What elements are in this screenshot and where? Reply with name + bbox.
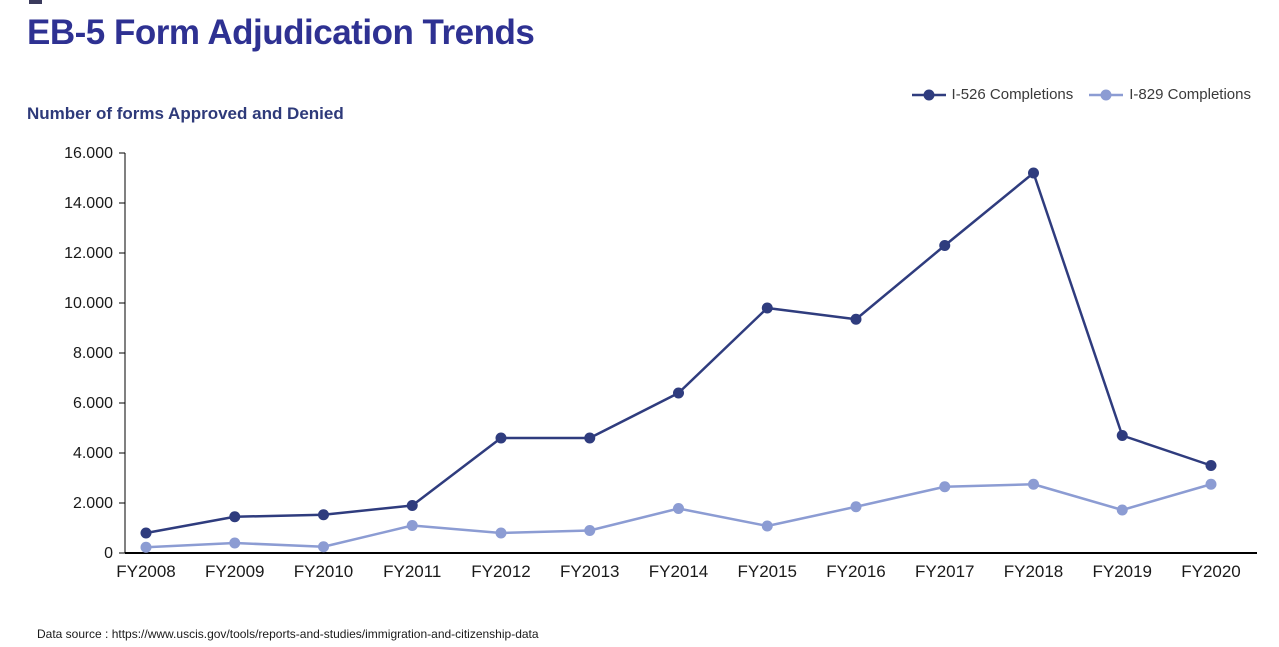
x-tick-label: FY2009 bbox=[205, 562, 265, 581]
data-point-i-526 bbox=[140, 527, 152, 539]
legend-label: I-526 Completions bbox=[951, 86, 1074, 103]
y-tick-label: 16.000 bbox=[64, 145, 113, 162]
data-point-i-526 bbox=[495, 432, 507, 444]
data-point-i-829 bbox=[584, 525, 596, 536]
data-point-i-829 bbox=[1205, 478, 1217, 490]
legend-item-2: I-829 Completions bbox=[1089, 86, 1251, 103]
data-point-i-526 bbox=[673, 387, 684, 399]
x-tick-label: FY2020 bbox=[1181, 562, 1241, 581]
x-tick-label: FY2017 bbox=[915, 562, 975, 581]
data-point-i-526 bbox=[1028, 167, 1039, 179]
data-point-i-829 bbox=[318, 541, 329, 553]
data-point-i-829 bbox=[1028, 478, 1039, 490]
y-tick-label: 6.000 bbox=[73, 395, 113, 412]
data-point-i-526 bbox=[229, 511, 241, 523]
legend-marker-icon bbox=[1089, 89, 1124, 100]
x-tick-label: FY2011 bbox=[383, 562, 441, 581]
x-tick-label: FY2015 bbox=[737, 562, 797, 581]
y-tick-label: 4.000 bbox=[73, 445, 113, 462]
data-point-i-829 bbox=[939, 481, 951, 493]
data-point-i-526 bbox=[939, 240, 951, 251]
y-tick-label: 2.000 bbox=[73, 495, 113, 512]
data-point-i-829 bbox=[140, 541, 152, 553]
x-tick-label: FY2016 bbox=[826, 562, 886, 581]
y-tick-label: 12.000 bbox=[64, 245, 113, 262]
legend-marker-icon bbox=[911, 89, 946, 100]
chart-legend: I-526 Completions I-829 Completions bbox=[911, 86, 1251, 103]
legend-item-1: I-526 Completions bbox=[911, 86, 1074, 103]
x-tick-label: FY2012 bbox=[471, 562, 531, 581]
x-tick-label: FY2008 bbox=[116, 562, 176, 581]
data-point-i-829 bbox=[850, 501, 862, 513]
chart-subtitle: Number of forms Approved and Denied bbox=[27, 104, 344, 123]
x-tick-label: FY2019 bbox=[1092, 562, 1152, 581]
x-tick-label: FY2013 bbox=[560, 562, 620, 581]
y-tick-label: 10.000 bbox=[64, 295, 113, 312]
x-tick-label: FY2018 bbox=[1004, 562, 1064, 581]
data-source-note: Data source : https://www.uscis.gov/tool… bbox=[37, 627, 539, 641]
y-tick-label: 0 bbox=[104, 545, 113, 562]
legend-dot bbox=[923, 89, 935, 100]
data-point-i-526 bbox=[761, 302, 773, 314]
y-tick-label: 8.000 bbox=[73, 345, 113, 362]
page-title: EB-5 Form Adjudication Trends bbox=[27, 13, 535, 52]
legend-dot bbox=[1100, 89, 1112, 100]
x-tick-label: FY2010 bbox=[294, 562, 354, 581]
data-point-i-526 bbox=[1205, 460, 1217, 471]
data-point-i-829 bbox=[1116, 504, 1128, 516]
data-point-i-526 bbox=[584, 432, 596, 444]
data-point-i-829 bbox=[761, 520, 773, 532]
data-point-i-829 bbox=[406, 520, 418, 531]
y-tick-label: 14.000 bbox=[64, 195, 113, 212]
data-point-i-829 bbox=[495, 527, 507, 539]
top-edge-mark bbox=[29, 0, 42, 4]
legend-label: I-829 Completions bbox=[1129, 86, 1251, 103]
data-point-i-526 bbox=[406, 500, 418, 511]
data-point-i-829 bbox=[673, 503, 684, 514]
data-point-i-526 bbox=[850, 313, 862, 325]
data-point-i-829 bbox=[229, 537, 241, 549]
x-tick-label: FY2014 bbox=[649, 562, 709, 581]
series-line-1 bbox=[145, 171, 1212, 535]
data-point-i-526 bbox=[1116, 430, 1128, 441]
data-point-i-526 bbox=[318, 509, 329, 521]
